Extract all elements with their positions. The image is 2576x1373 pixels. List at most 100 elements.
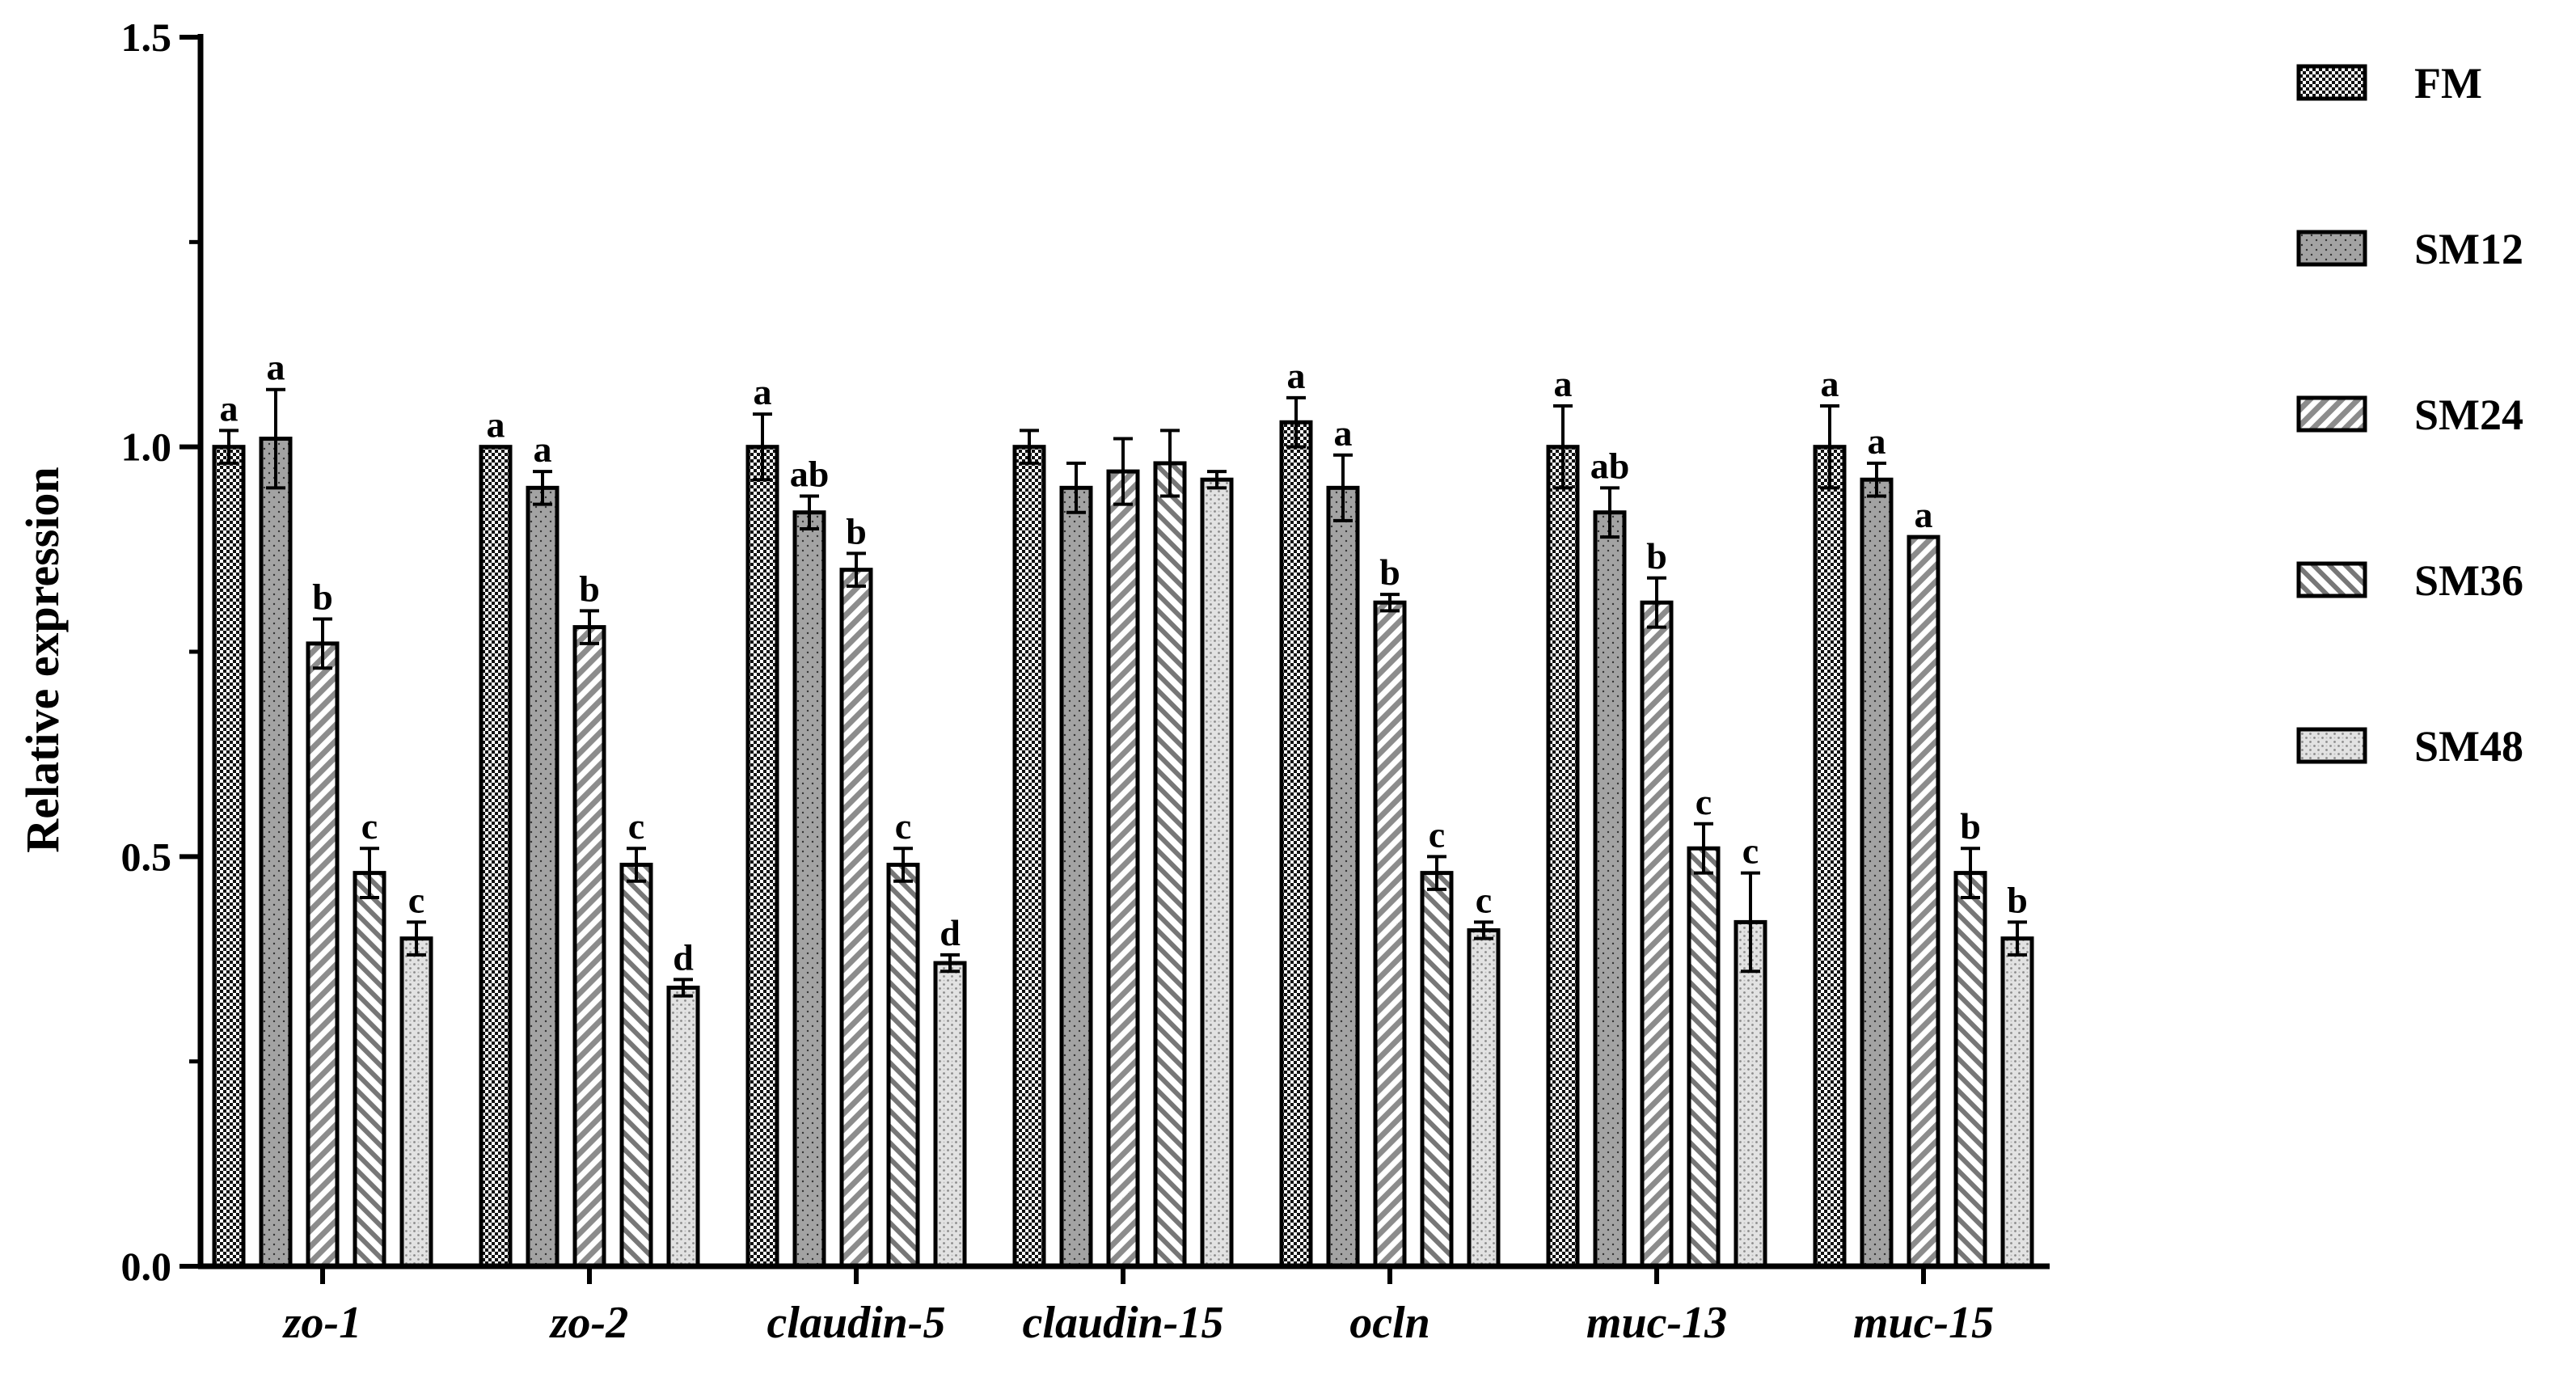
- error-bar-sm24-claudin-15: [1113, 437, 1133, 506]
- legend-label: FM: [2414, 59, 2482, 108]
- significance-label: a: [1554, 363, 1573, 404]
- bar-sm48-muc-15: [2000, 936, 2034, 1269]
- error-bar-sm36-claudin-15: [1160, 429, 1180, 498]
- bar-sm48-ocln: [1467, 928, 1501, 1269]
- significance-label: a: [1821, 363, 1839, 404]
- significance-label: b: [846, 510, 867, 551]
- significance-label: a: [267, 347, 285, 388]
- significance-label: c: [361, 805, 378, 847]
- legend-item-sm12: SM12: [2296, 225, 2523, 273]
- bar-sm48-claudin-5: [933, 961, 967, 1269]
- bar-sm12-claudin-5: [792, 510, 826, 1269]
- error-bar-sm24-ocln: [1380, 593, 1400, 613]
- legend-label: SM36: [2414, 556, 2523, 605]
- error-bar-sm36-claudin-5: [893, 847, 913, 883]
- x-tick-label: muc-15: [1853, 1298, 1994, 1348]
- error-bar-sm24-zo-2: [580, 609, 599, 645]
- bar-sm24-zo-2: [572, 625, 606, 1269]
- significance-label: c: [1696, 781, 1712, 822]
- x-tick-label: zo-2: [549, 1298, 628, 1348]
- y-tick-label: 1.5: [121, 15, 172, 60]
- significance-label: b: [312, 576, 333, 617]
- significance-label: a: [220, 387, 239, 429]
- significance-label: a: [1287, 355, 1306, 396]
- error-bar-sm48-muc-15: [2008, 920, 2027, 957]
- significance-label: a: [487, 404, 505, 446]
- error-bar-sm12-claudin-5: [800, 494, 819, 530]
- legend-label: SM24: [2414, 391, 2523, 439]
- bar-sm36-claudin-5: [886, 862, 920, 1269]
- error-bar-fm-ocln: [1286, 395, 1306, 449]
- significance-label: d: [940, 912, 961, 953]
- bar-sm24-muc-13: [1640, 600, 1674, 1269]
- legend: FM SM12 SM24 SM36 SM48: [2296, 59, 2523, 771]
- bar-sm48-muc-13: [1734, 919, 1767, 1269]
- significance-label: d: [673, 936, 694, 978]
- legend-item-sm24: SM24: [2296, 391, 2523, 439]
- bar-sm12-zo-1: [259, 437, 293, 1269]
- bar-fm-zo-2: [479, 445, 513, 1269]
- error-bar-sm12-claudin-15: [1066, 461, 1086, 514]
- bar-sm36-muc-15: [1953, 871, 1987, 1269]
- significance-label: c: [1429, 813, 1445, 855]
- error-bar-sm12-muc-15: [1867, 461, 1886, 498]
- error-bar-sm48-zo-2: [674, 978, 693, 998]
- x-tick-label: claudin-5: [767, 1298, 946, 1348]
- legend-swatch: [2296, 64, 2367, 101]
- legend-label: SM12: [2414, 225, 2523, 273]
- legend-item-sm48: SM48: [2296, 722, 2523, 771]
- error-bar-sm36-ocln: [1427, 855, 1446, 891]
- error-bar-fm-claudin-5: [753, 412, 772, 482]
- bar-sm36-ocln: [1420, 871, 1454, 1269]
- significance-label: a: [1868, 420, 1886, 462]
- bar-sm36-zo-1: [353, 871, 386, 1269]
- x-tick-label: muc-13: [1586, 1298, 1727, 1348]
- legend-swatch: [2296, 561, 2367, 598]
- bar-sm36-zo-2: [619, 862, 653, 1269]
- bar-fm-ocln: [1279, 420, 1313, 1269]
- significance-label: b: [1960, 805, 1981, 847]
- error-bar-sm36-muc-13: [1694, 822, 1713, 875]
- bar-fm-muc-13: [1546, 445, 1580, 1269]
- y-tick-label: 1.0: [121, 425, 172, 470]
- x-tick-label: ocln: [1349, 1298, 1430, 1348]
- bar-sm36-claudin-15: [1153, 461, 1187, 1269]
- x-tick-label: claudin-15: [1023, 1298, 1224, 1348]
- significance-label: c: [1476, 879, 1492, 920]
- error-bar-sm48-claudin-5: [940, 953, 960, 974]
- error-bar-sm48-muc-13: [1741, 871, 1760, 974]
- error-bar-sm12-ocln: [1333, 453, 1353, 522]
- legend-swatch: [2296, 395, 2367, 433]
- bar-sm24-ocln: [1373, 600, 1407, 1269]
- error-bar-sm24-zo-1: [313, 617, 332, 670]
- error-bar-sm12-muc-13: [1600, 486, 1620, 539]
- bar-sm12-muc-13: [1593, 510, 1627, 1269]
- bar-sm12-zo-2: [526, 485, 560, 1269]
- error-bar-sm12-zo-2: [533, 470, 552, 506]
- bar-fm-zo-1: [212, 445, 246, 1269]
- significance-label: ab: [790, 453, 830, 494]
- bar-sm36-muc-13: [1687, 846, 1721, 1269]
- significance-label: c: [628, 805, 644, 847]
- error-bar-sm24-claudin-5: [847, 551, 866, 588]
- bar-sm12-ocln: [1326, 485, 1360, 1269]
- bar-sm24-claudin-15: [1106, 469, 1140, 1269]
- legend-item-sm36: SM36: [2296, 556, 2523, 605]
- bar-sm48-zo-1: [399, 936, 433, 1269]
- significance-label: c: [1742, 830, 1759, 872]
- error-bar-fm-muc-13: [1553, 404, 1573, 490]
- legend-swatch: [2296, 230, 2367, 267]
- error-bar-sm24-muc-13: [1647, 576, 1666, 629]
- significance-label: c: [408, 879, 424, 920]
- significance-label: b: [1646, 535, 1667, 577]
- error-bar-fm-muc-15: [1820, 404, 1839, 490]
- significance-label: ab: [1590, 445, 1630, 486]
- significance-label: a: [1915, 494, 1933, 535]
- legend-label: SM48: [2414, 722, 2523, 771]
- x-tick-label: zo-1: [282, 1298, 361, 1348]
- bar-fm-claudin-15: [1012, 445, 1046, 1269]
- error-bar-sm36-muc-15: [1961, 847, 1980, 899]
- significance-label: b: [1379, 551, 1400, 593]
